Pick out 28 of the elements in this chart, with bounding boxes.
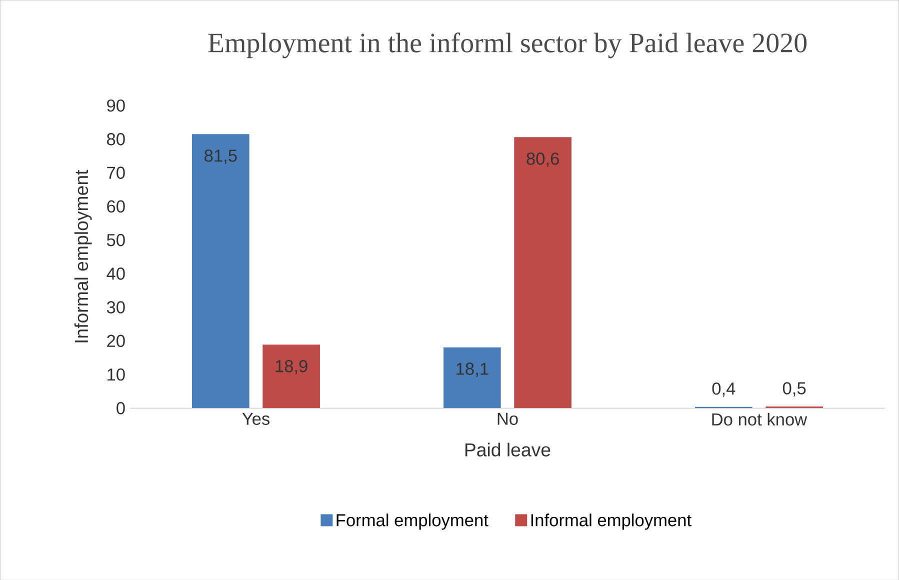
x-axis-title: Paid leave [465, 442, 550, 456]
x-tick-label: Do not know [712, 412, 808, 426]
bar [262, 344, 320, 408]
data-label: 0,5 [782, 382, 806, 396]
y-tick-label: 50 [106, 234, 125, 246]
y-tick-label: 20 [107, 334, 125, 347]
data-label: 81,5 [204, 149, 237, 164]
y-tick-label: 80 [107, 132, 125, 146]
data-label: 80,6 [526, 152, 559, 167]
bar [444, 347, 501, 408]
x-tick-label: Yes [242, 412, 270, 425]
y-tick-label: 90 [107, 99, 125, 112]
y-axis-title: Informal employment [74, 170, 92, 342]
data-label: 18,9 [276, 360, 308, 374]
bar [514, 136, 572, 408]
x-tick-label: No [498, 412, 518, 425]
data-label: 0,4 [712, 382, 736, 397]
y-tick-label: 10 [108, 368, 125, 380]
legend-label: Informal employment [531, 513, 692, 530]
data-label: 18,1 [456, 362, 488, 377]
chart-title: Employment in the informl sector by Paid leave 2020 [208, 32, 807, 58]
y-tick-label: 60 [107, 200, 125, 212]
y-tick-label: 0 [116, 402, 125, 414]
legend-label: Formal employment [336, 513, 488, 530]
y-tick-label: 40 [106, 267, 125, 280]
y-tick-label: 70 [107, 166, 125, 179]
y-tick-label: 30 [106, 300, 125, 314]
bar [192, 134, 250, 408]
